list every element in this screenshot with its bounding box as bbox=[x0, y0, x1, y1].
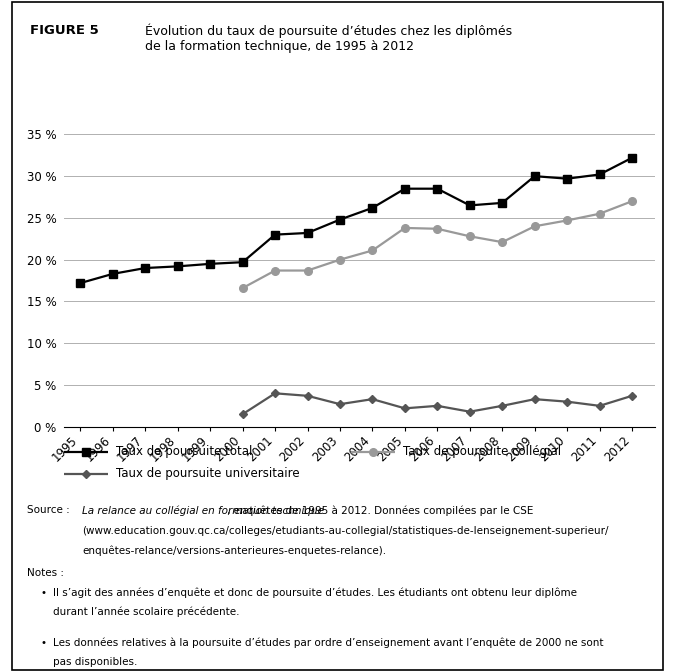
Taux de poursuite total bbox=[498, 199, 506, 207]
Text: Les données relatives à la poursuite d’études par ordre d’enseignement avant l’e: Les données relatives à la poursuite d’é… bbox=[53, 638, 603, 648]
Taux de poursuite universitaire bbox=[401, 405, 409, 413]
Text: Notes :: Notes : bbox=[27, 568, 64, 578]
Text: Source :: Source : bbox=[27, 505, 73, 515]
Taux de poursuite collégial bbox=[563, 216, 571, 224]
Taux de poursuite universitaire bbox=[238, 410, 246, 418]
Taux de poursuite universitaire bbox=[628, 392, 636, 400]
Taux de poursuite total bbox=[531, 172, 539, 180]
Taux de poursuite collégial bbox=[238, 284, 246, 292]
Taux de poursuite total bbox=[401, 185, 409, 193]
Text: Taux de poursuite total: Taux de poursuite total bbox=[116, 445, 252, 458]
Taux de poursuite universitaire bbox=[336, 400, 344, 408]
Text: •: • bbox=[40, 588, 47, 598]
Taux de poursuite collégial bbox=[369, 247, 377, 255]
Taux de poursuite universitaire bbox=[595, 402, 603, 410]
Taux de poursuite total bbox=[628, 154, 636, 162]
Text: , enquêtes de 1995 à 2012. Données compilées par le CSE: , enquêtes de 1995 à 2012. Données compi… bbox=[227, 505, 534, 516]
Text: (www.education.gouv.qc.ca/colleges/etudiants-au-collegial/statistiques-de-lensei: (www.education.gouv.qc.ca/colleges/etudi… bbox=[82, 526, 609, 536]
Text: •: • bbox=[40, 638, 47, 648]
Taux de poursuite total bbox=[109, 270, 117, 278]
Taux de poursuite universitaire bbox=[304, 392, 312, 400]
Taux de poursuite total bbox=[76, 279, 84, 287]
Taux de poursuite collégial bbox=[531, 222, 539, 230]
Taux de poursuite collégial bbox=[628, 197, 636, 205]
Taux de poursuite total bbox=[271, 230, 279, 239]
Taux de poursuite universitaire bbox=[498, 402, 506, 410]
Taux de poursuite collégial bbox=[271, 267, 279, 275]
Taux de poursuite collégial bbox=[595, 210, 603, 218]
Text: FIGURE 5: FIGURE 5 bbox=[30, 24, 99, 36]
Taux de poursuite total bbox=[595, 171, 603, 179]
Text: enquêtes-relance/versions-anterieures-enquetes-relance).: enquêtes-relance/versions-anterieures-en… bbox=[82, 546, 387, 556]
Text: pas disponibles.: pas disponibles. bbox=[53, 657, 137, 667]
Text: Il s’agit des années d’enquête et donc de poursuite d’études. Les étudiants ont : Il s’agit des années d’enquête et donc d… bbox=[53, 588, 576, 599]
Taux de poursuite universitaire bbox=[466, 408, 474, 416]
Taux de poursuite universitaire bbox=[433, 402, 441, 410]
Taux de poursuite total bbox=[173, 262, 182, 270]
Line: Taux de poursuite collégial: Taux de poursuite collégial bbox=[239, 198, 636, 292]
Taux de poursuite total bbox=[238, 258, 246, 266]
Taux de poursuite collégial bbox=[433, 224, 441, 233]
Taux de poursuite collégial bbox=[466, 233, 474, 241]
Text: La relance au collégial en formation technique: La relance au collégial en formation tec… bbox=[82, 505, 325, 516]
Taux de poursuite total bbox=[141, 264, 149, 272]
Taux de poursuite universitaire bbox=[563, 398, 571, 406]
Taux de poursuite total bbox=[433, 185, 441, 193]
Taux de poursuite total bbox=[304, 229, 312, 237]
Taux de poursuite universitaire bbox=[271, 389, 279, 397]
Line: Taux de poursuite total: Taux de poursuite total bbox=[76, 154, 636, 287]
Taux de poursuite collégial bbox=[498, 238, 506, 246]
Taux de poursuite total bbox=[369, 204, 377, 212]
Text: Évolution du taux de poursuite d’études chez les diplômés
de la formation techni: Évolution du taux de poursuite d’études … bbox=[145, 24, 512, 53]
Taux de poursuite collégial bbox=[401, 224, 409, 232]
Text: Taux de poursuite universitaire: Taux de poursuite universitaire bbox=[116, 467, 300, 480]
Taux de poursuite universitaire bbox=[531, 395, 539, 403]
Taux de poursuite total bbox=[336, 216, 344, 224]
Taux de poursuite collégial bbox=[304, 267, 312, 275]
Text: durant l’année scolaire précédente.: durant l’année scolaire précédente. bbox=[53, 607, 239, 618]
Taux de poursuite total bbox=[466, 202, 474, 210]
Taux de poursuite total bbox=[206, 260, 214, 268]
Taux de poursuite total bbox=[563, 175, 571, 183]
Text: Taux de poursuite collégial: Taux de poursuite collégial bbox=[403, 445, 561, 458]
Taux de poursuite universitaire bbox=[369, 395, 377, 403]
Taux de poursuite collégial bbox=[336, 255, 344, 263]
Line: Taux de poursuite universitaire: Taux de poursuite universitaire bbox=[240, 390, 635, 417]
